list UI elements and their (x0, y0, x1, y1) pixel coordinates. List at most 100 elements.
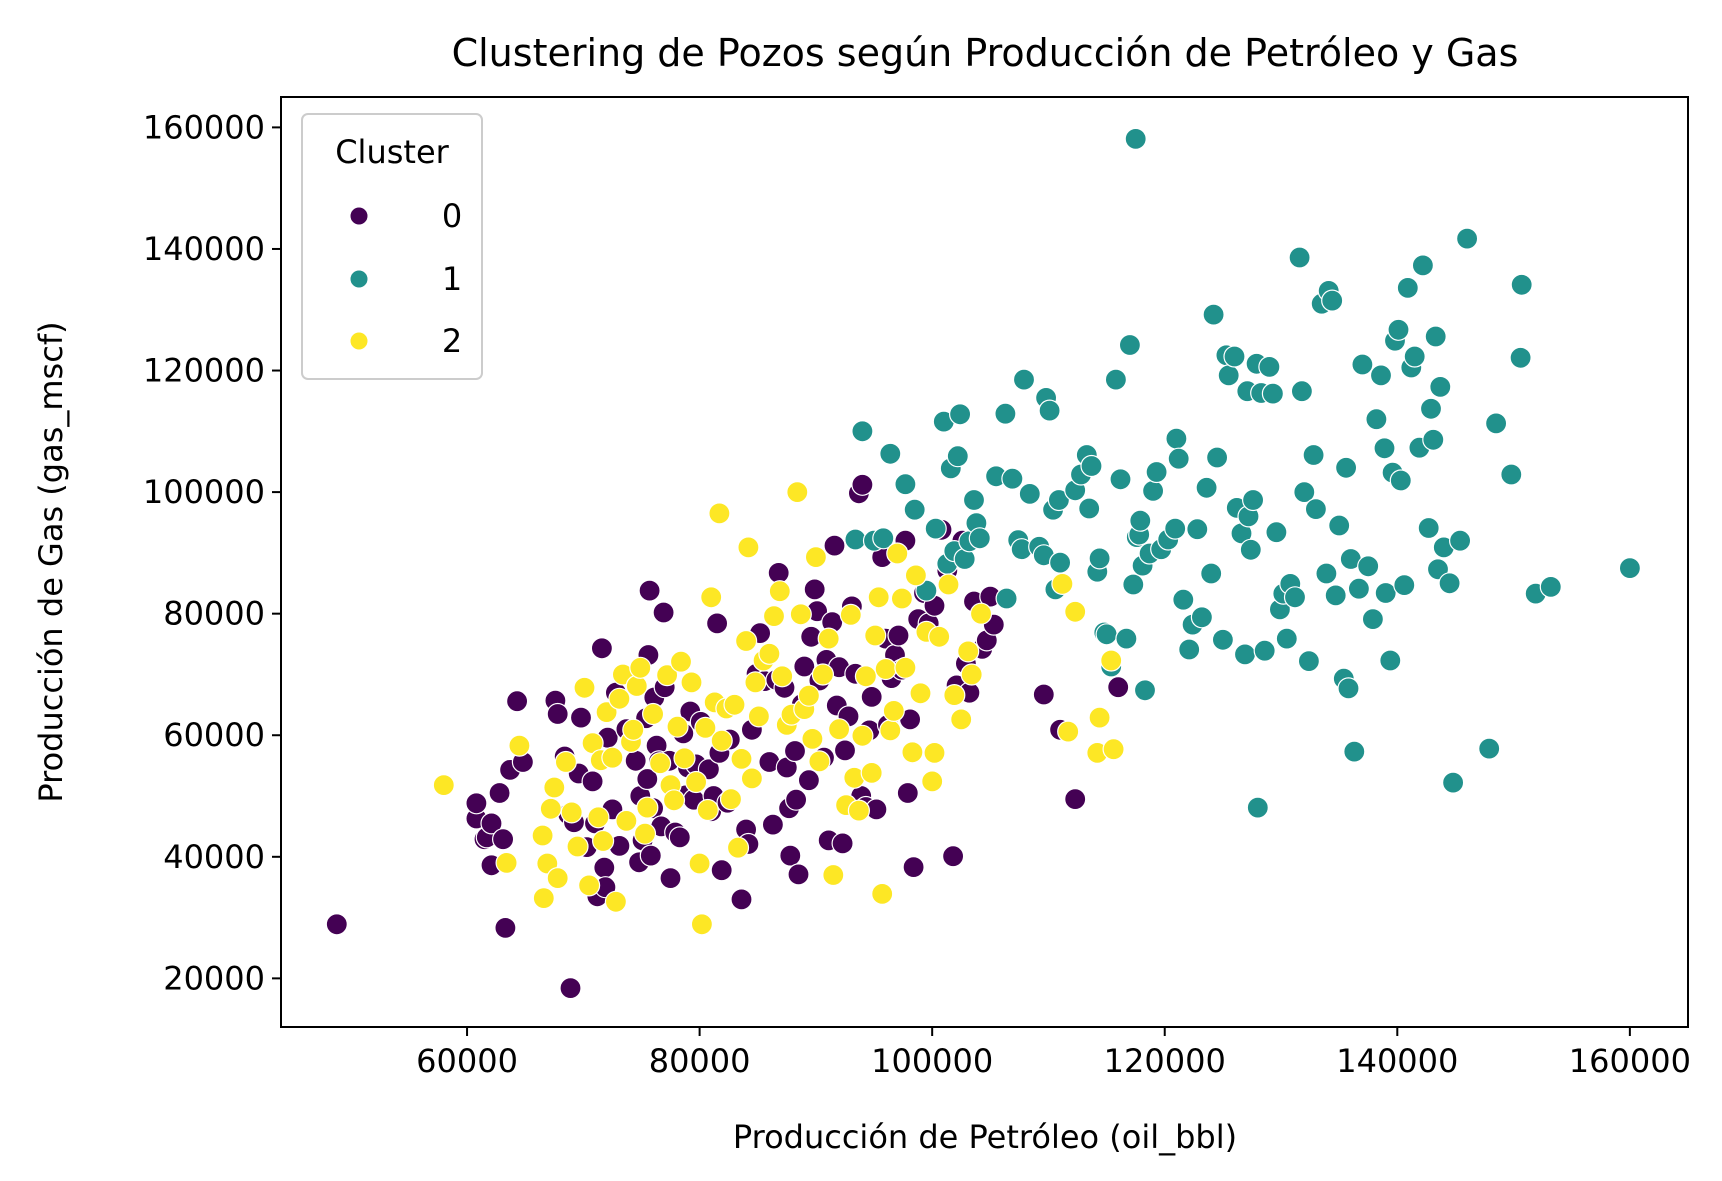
data-point-cluster-2 (1088, 706, 1111, 729)
legend-label-0: 0 (442, 197, 462, 235)
data-point-cluster-2 (874, 657, 897, 681)
data-point-cluster-0 (851, 473, 874, 496)
y-tick-label: 160000 (143, 108, 265, 146)
data-point-cluster-0 (779, 844, 802, 867)
data-point-cluster-0 (492, 828, 515, 851)
data-point-cluster-1 (1374, 581, 1397, 605)
data-point-cluster-2 (969, 602, 993, 625)
data-point-cluster-0 (325, 913, 348, 936)
legend: Cluster 0 1 2 (301, 113, 483, 380)
ticks-layer: 60000 80000 100000 120000 140000 160000200004… (143, 108, 1691, 1080)
data-point-cluster-1 (1419, 397, 1443, 420)
data-point-cluster-1 (1297, 649, 1321, 673)
data-point-cluster-2 (560, 801, 583, 824)
data-point-cluster-2 (700, 586, 723, 609)
data-point-cluster-2 (622, 718, 645, 741)
data-point-cluster-2 (817, 627, 840, 650)
data-point-cluster-0 (730, 888, 753, 911)
data-point-cluster-2 (604, 890, 628, 913)
data-point-cluster-2 (531, 824, 554, 847)
data-point-cluster-1 (1343, 740, 1366, 763)
data-point-cluster-2 (532, 886, 555, 910)
data-point-cluster-1 (844, 528, 867, 551)
data-point-cluster-1 (1393, 573, 1416, 597)
y-tick-label: 40000 (163, 838, 265, 876)
data-point-cluster-1 (1539, 575, 1562, 599)
data-point-cluster-0 (860, 685, 883, 709)
data-point-cluster-2 (577, 874, 601, 897)
data-point-cluster-1 (1334, 456, 1358, 479)
data-point-cluster-2 (811, 663, 835, 686)
data-point-cluster-0 (797, 769, 821, 792)
data-point-cluster-1 (1424, 325, 1447, 348)
data-point-cluster-2 (655, 663, 679, 687)
data-point-cluster-2 (854, 665, 878, 688)
data-point-cluster-1 (1510, 273, 1533, 296)
data-point-cluster-1 (1347, 577, 1371, 600)
data-point-cluster-1 (1038, 399, 1061, 422)
series-cluster-1 (844, 127, 1642, 819)
data-point-cluster-2 (539, 797, 562, 820)
y-tick-label: 120000 (143, 352, 265, 390)
data-point-cluster-1 (1115, 627, 1138, 650)
data-point-cluster-2 (901, 741, 924, 764)
data-point-cluster-2 (730, 747, 753, 771)
data-point-cluster-1 (1190, 606, 1214, 629)
data-point-cluster-0 (793, 655, 816, 678)
data-point-cluster-1 (1118, 333, 1142, 357)
x-tick-label: 100000 (871, 1042, 993, 1080)
data-point-cluster-1 (1422, 428, 1445, 451)
data-point-cluster-1 (1001, 467, 1024, 490)
data-point-cluster-1 (1315, 562, 1338, 585)
data-point-cluster-2 (851, 724, 874, 747)
data-point-cluster-1 (1328, 514, 1351, 537)
data-point-cluster-1 (1448, 529, 1472, 552)
data-point-cluster-2 (1051, 572, 1074, 596)
data-point-cluster-2 (546, 866, 569, 890)
y-tick-label: 20000 (163, 959, 265, 997)
data-point-cluster-0 (652, 601, 675, 624)
data-point-cluster-1 (1172, 588, 1195, 611)
data-point-cluster-2 (666, 715, 689, 738)
data-point-cluster-2 (786, 481, 809, 504)
data-point-cluster-0 (761, 813, 785, 836)
data-point-cluster-1 (1417, 516, 1440, 540)
data-point-cluster-1 (1288, 246, 1311, 269)
data-point-cluster-1 (1324, 584, 1347, 607)
data-point-cluster-0 (624, 749, 647, 772)
data-point-cluster-2 (587, 806, 610, 829)
data-point-cluster-1 (1164, 517, 1187, 540)
data-point-cluster-1 (1200, 562, 1223, 585)
data-point-cluster-2 (894, 656, 917, 679)
data-point-cluster-2 (662, 789, 686, 812)
data-point-cluster-2 (879, 719, 902, 742)
x-tick-label: 140000 (1336, 1042, 1458, 1080)
data-point-cluster-1 (894, 473, 917, 496)
data-point-cluster-2 (882, 699, 905, 723)
data-point-cluster-2 (768, 580, 791, 603)
data-point-cluster-1 (1012, 368, 1036, 391)
data-point-cluster-2 (950, 708, 973, 731)
x-tick-label: 60000 (416, 1042, 518, 1080)
data-point-cluster-1 (1186, 518, 1209, 541)
data-point-cluster-2 (762, 604, 786, 628)
data-point-cluster-0 (494, 916, 517, 940)
data-point-cluster-1 (1403, 345, 1426, 368)
data-point-cluster-0 (639, 844, 662, 867)
data-point-cluster-0 (668, 826, 691, 849)
data-point-cluster-2 (1100, 649, 1123, 672)
data-point-cluster-1 (1233, 643, 1257, 666)
data-point-cluster-2 (573, 676, 596, 699)
data-point-cluster-1 (879, 442, 902, 465)
data-point-cluster-1 (1438, 572, 1461, 595)
data-point-cluster-2 (680, 671, 703, 694)
data-point-cluster-2 (808, 750, 831, 773)
data-point-cluster-2 (1064, 600, 1087, 623)
data-point-cluster-1 (1211, 628, 1235, 651)
data-point-cluster-0 (823, 534, 846, 557)
data-point-cluster-1 (1145, 460, 1168, 484)
data-point-cluster-1 (1293, 481, 1316, 504)
data-point-cluster-2 (740, 767, 764, 790)
data-point-cluster-1 (851, 420, 874, 443)
